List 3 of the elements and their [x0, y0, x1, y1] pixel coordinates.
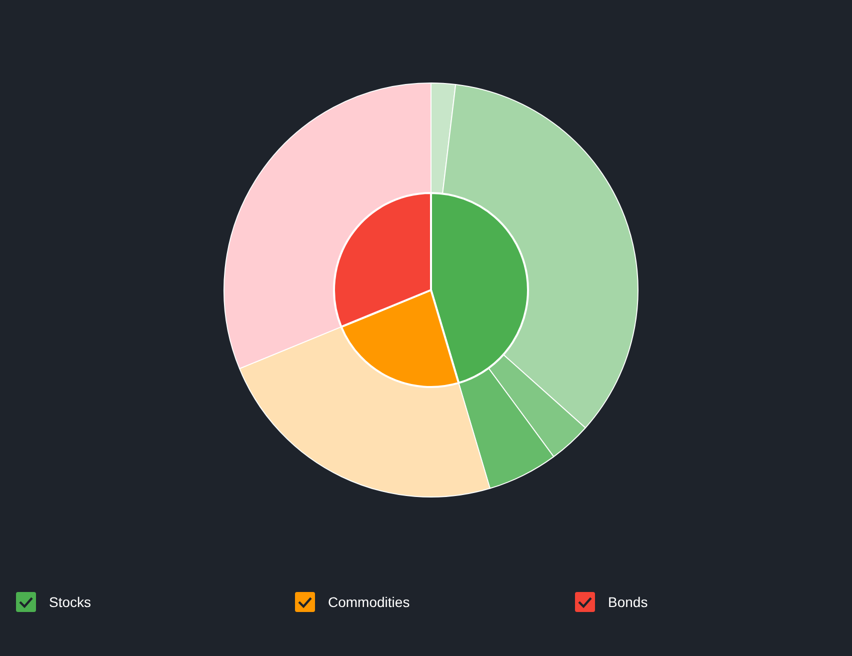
legend-label: Commodities — [328, 594, 410, 610]
legend-label: Stocks — [49, 594, 92, 610]
legend-label: Bonds — [608, 594, 648, 610]
